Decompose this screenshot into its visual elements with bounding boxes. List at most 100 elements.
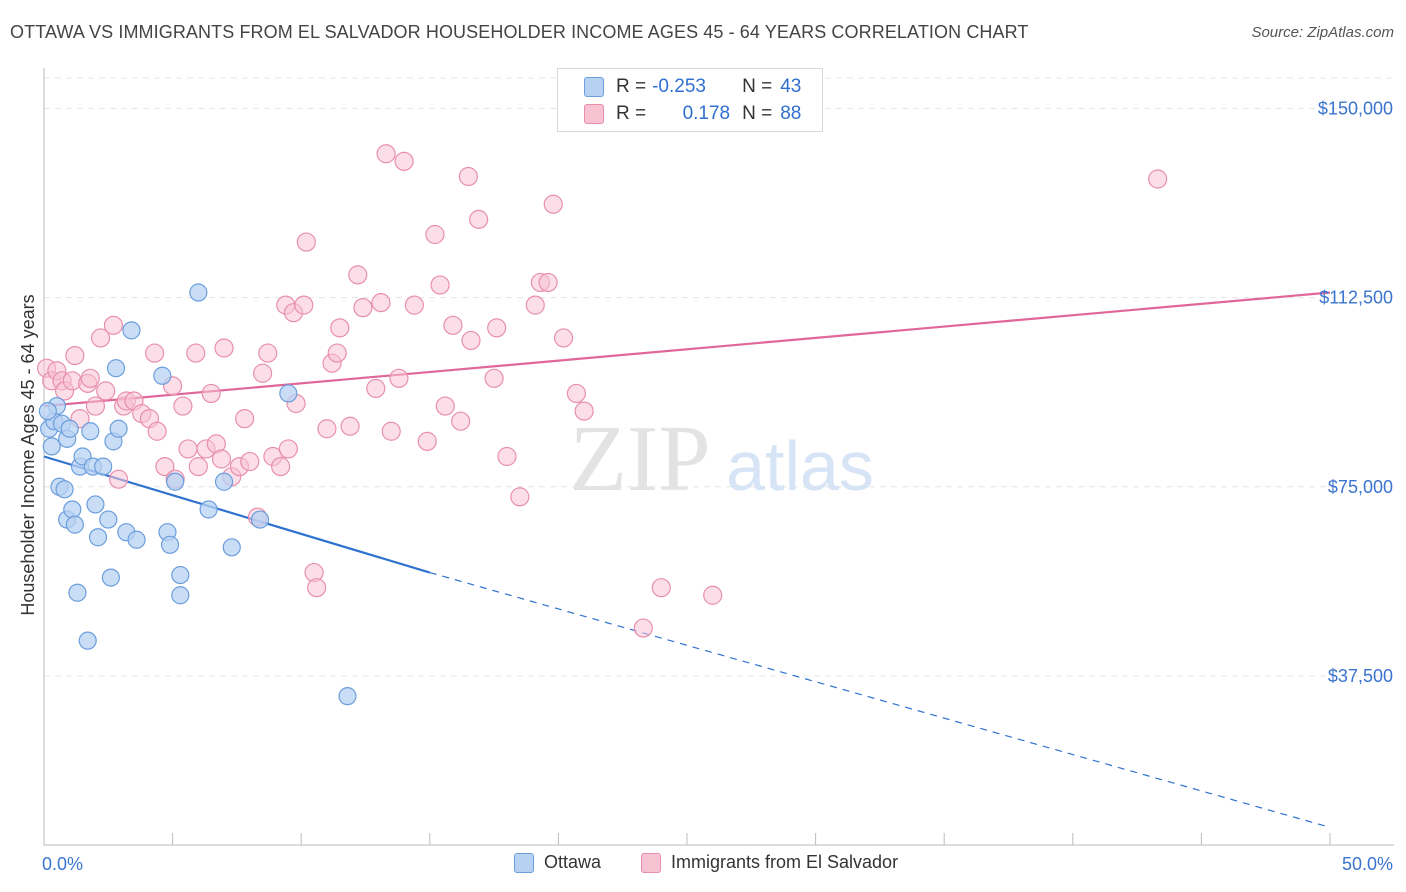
legend-label-salvador: Immigrants from El Salvador: [671, 852, 899, 872]
point-ottawa: [63, 500, 82, 519]
point-ottawa: [250, 510, 270, 529]
point-salvador: [173, 396, 193, 416]
point-ottawa: [189, 283, 208, 302]
point-salvador: [566, 383, 587, 404]
point-salvador: [296, 232, 316, 252]
legend-item-salvador: Immigrants from El Salvador: [641, 852, 898, 873]
legend-row-ottawa: R = -0.253 N = 43: [584, 74, 801, 100]
point-ottawa: [101, 568, 120, 587]
point-ottawa: [109, 419, 128, 438]
point-salvador: [214, 338, 234, 358]
point-salvador: [253, 363, 273, 383]
point-salvador: [389, 368, 409, 388]
point-salvador: [147, 421, 167, 441]
trend-lines: [43, 291, 1331, 828]
point-ottawa: [68, 583, 87, 602]
point-ottawa: [81, 422, 100, 441]
point-ottawa: [60, 419, 79, 438]
point-salvador: [366, 378, 386, 398]
point-salvador: [435, 396, 455, 416]
point-ottawa: [160, 535, 180, 554]
salvador-swatch: [584, 104, 604, 124]
point-salvador: [484, 368, 504, 388]
point-ottawa: [78, 631, 97, 650]
point-salvador: [538, 272, 558, 293]
point-salvador: [451, 411, 471, 431]
point-salvador: [278, 439, 298, 459]
ottawa-swatch: [584, 77, 604, 97]
point-salvador: [90, 328, 111, 348]
legend-row-salvador: R = 0.178 N = 88: [584, 101, 801, 127]
point-salvador: [240, 451, 260, 472]
point-salvador: [633, 618, 653, 638]
point-ottawa: [106, 359, 126, 378]
point-salvador: [85, 396, 106, 416]
point-ottawa: [153, 366, 172, 385]
point-salvador: [103, 315, 124, 335]
point-salvador: [294, 295, 314, 315]
r-value: -0.253: [652, 76, 706, 97]
point-salvador: [96, 381, 116, 401]
point-salvador: [144, 343, 165, 363]
x-tick-label: 0.0%: [42, 854, 83, 874]
point-salvador: [317, 419, 337, 439]
point-ottawa: [199, 500, 218, 519]
data-points: [36, 144, 1168, 706]
chart-title: OTTAWA VS IMMIGRANTS FROM EL SALVADOR HO…: [10, 22, 1029, 42]
trend-line-ottawa-projection: [429, 571, 1331, 828]
watermark-atlas: atlas: [726, 427, 874, 505]
y-tick-label: $37,500: [1328, 666, 1393, 686]
r-label: R =: [616, 76, 647, 97]
point-salvador: [330, 318, 350, 338]
x-tick-label: 50.0%: [1342, 854, 1393, 874]
point-ottawa: [222, 538, 241, 557]
point-salvador: [543, 194, 563, 214]
point-salvador: [201, 383, 221, 404]
watermark-zip: ZIP: [570, 407, 711, 511]
point-salvador: [340, 416, 360, 436]
point-ottawa: [338, 687, 357, 706]
point-salvador: [381, 421, 401, 441]
point-salvador: [211, 449, 232, 469]
point-salvador: [327, 343, 347, 363]
point-salvador: [108, 469, 129, 489]
point-salvador: [353, 298, 373, 318]
point-ottawa: [127, 530, 146, 549]
point-salvador: [80, 368, 100, 388]
point-salvador: [461, 330, 481, 351]
y-tick-label: $112,500: [1319, 288, 1393, 308]
point-salvador: [271, 456, 291, 477]
point-ottawa: [171, 565, 190, 585]
point-salvador: [188, 456, 208, 477]
point-salvador: [235, 409, 255, 429]
point-salvador: [487, 318, 507, 338]
point-ottawa: [65, 515, 84, 534]
point-ottawa: [94, 457, 113, 476]
point-salvador: [155, 456, 175, 477]
point-salvador: [417, 431, 437, 451]
point-salvador: [394, 151, 414, 171]
point-salvador: [458, 166, 478, 187]
series-legend: Ottawa Immigrants from El Salvador: [0, 852, 1406, 878]
point-ottawa: [171, 586, 190, 605]
point-ottawa: [38, 401, 57, 421]
point-salvador: [510, 487, 530, 507]
point-salvador: [371, 293, 391, 313]
point-ottawa: [99, 510, 118, 529]
point-salvador: [497, 446, 517, 467]
point-ottawa: [42, 437, 61, 456]
point-salvador: [574, 401, 594, 421]
n-label: N =: [742, 103, 773, 124]
gridlines: [44, 77, 1394, 677]
n-value: 43: [780, 76, 802, 97]
point-salvador: [186, 343, 206, 363]
n-value: 88: [780, 103, 802, 124]
point-ottawa: [166, 472, 185, 491]
chart-source: Source: ZipAtlas.com: [1251, 24, 1394, 41]
point-salvador: [430, 275, 450, 295]
point-salvador: [307, 578, 327, 598]
point-salvador: [703, 585, 723, 605]
point-salvador: [469, 209, 489, 229]
point-ottawa: [214, 472, 234, 491]
